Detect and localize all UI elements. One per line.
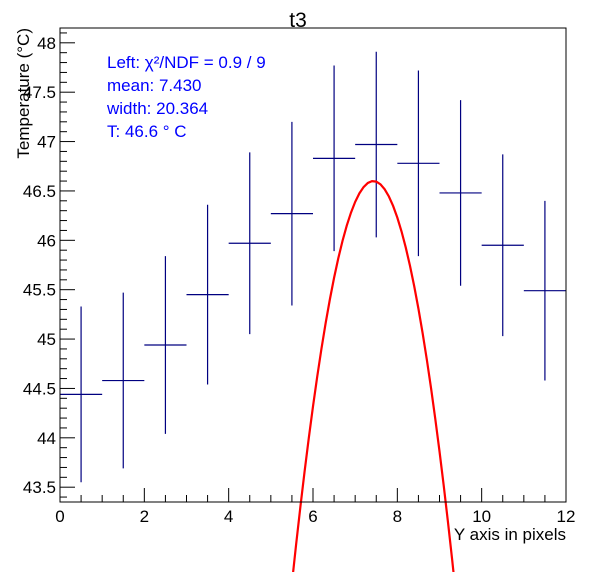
- data-point: [102, 292, 145, 469]
- x-tick-label: 0: [55, 507, 64, 526]
- data-point: [60, 306, 103, 483]
- data-point: [439, 100, 482, 286]
- y-tick-label: 48: [37, 34, 56, 53]
- y-tick-label: 47: [37, 133, 56, 152]
- y-axis-title: Temperature (°C): [14, 28, 33, 159]
- stats-line: mean: 7.430: [107, 76, 202, 95]
- y-tick-label: 44.5: [23, 379, 56, 398]
- data-point: [144, 256, 187, 434]
- y-tick-label: 46: [37, 231, 56, 250]
- chart-title: t3: [289, 9, 307, 32]
- data-point: [313, 65, 356, 252]
- data-point: [397, 70, 440, 257]
- x-tick-label: 4: [224, 507, 233, 526]
- stats-line: width: 20.364: [106, 99, 208, 118]
- data-point: [523, 200, 566, 381]
- x-tick-label: 6: [308, 507, 317, 526]
- x-tick-label: 2: [140, 507, 149, 526]
- fit-curve: [292, 180, 455, 572]
- y-tick-label: 43.5: [23, 478, 56, 497]
- x-tick-label: 12: [557, 507, 576, 526]
- data-point: [186, 204, 229, 385]
- y-tick-label: 47.5: [23, 83, 56, 102]
- data-point: [481, 154, 524, 337]
- y-tick-label: 45: [37, 330, 56, 349]
- stats-line: Left: χ²/NDF = 0.9 / 9: [107, 53, 266, 72]
- y-tick-label: 45.5: [23, 281, 56, 300]
- y-tick-label: 44: [37, 429, 56, 448]
- data-points: [60, 51, 566, 483]
- x-tick-label: 10: [472, 507, 491, 526]
- data-point: [355, 51, 398, 238]
- data-point: [270, 121, 313, 306]
- stats-line: T: 46.6 ° C: [107, 122, 187, 141]
- data-point: [228, 152, 271, 335]
- x-axis-title: Y axis in pixels: [454, 525, 566, 544]
- plot-frame: [59, 27, 567, 503]
- y-tick-label: 46.5: [23, 182, 56, 201]
- stats-box: Left: χ²/NDF = 0.9 / 9 mean: 7.430 width: …: [106, 53, 266, 141]
- x-tick-label: 8: [393, 507, 402, 526]
